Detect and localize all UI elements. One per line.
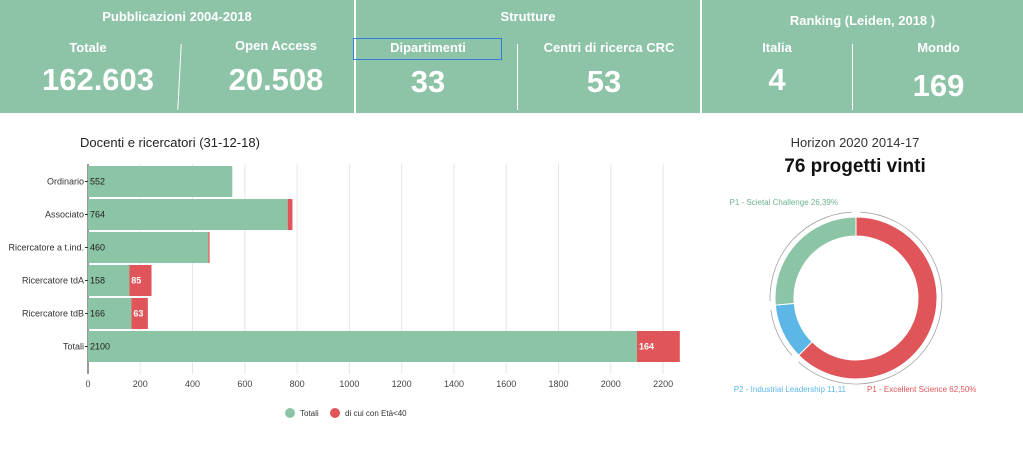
bar-segment — [88, 331, 637, 362]
x-tick-label: 0 — [85, 379, 90, 389]
selection-box — [353, 38, 502, 60]
y-category-label: Ordinario — [47, 177, 84, 187]
slice-label: P2 - Industrial Leadership 11,11 — [734, 385, 847, 394]
x-tick-label: 1800 — [549, 379, 569, 389]
slice-bracket — [770, 309, 793, 356]
data-label: 164 — [639, 342, 654, 352]
bar-segment — [636, 331, 680, 362]
data-label: 85 — [131, 276, 141, 286]
x-tick-label: 1000 — [339, 379, 359, 389]
donut-chart: P1 - Excellent Science 62,50% P2 - Indust… — [729, 198, 976, 394]
kpi-value-open-access: 20.508 — [228, 62, 324, 97]
bar-segment — [131, 298, 148, 329]
slice-bracket — [798, 211, 943, 385]
data-label: 166 — [90, 309, 105, 319]
data-label: 158 — [90, 276, 105, 286]
kpi-label-open-access: Open Access — [235, 38, 317, 53]
y-category-label: Ricercatore a t.ind. — [8, 243, 84, 253]
kpi-label-dipartimenti[interactable]: Dipartimenti — [390, 40, 466, 55]
bar-segment — [88, 298, 132, 329]
kpi-label-italia: Italia — [762, 40, 792, 55]
group-title-ranking: Ranking (Leiden, 2018 ) — [789, 13, 936, 28]
bar-segment — [129, 265, 152, 296]
donut-slice — [774, 216, 857, 306]
y-category-label: Totali — [63, 342, 84, 352]
data-label: 764 — [90, 210, 105, 220]
slice-label: P1 - Scietal Challenge 26,39% — [729, 198, 838, 207]
group-title-strutture: Strutture — [500, 9, 556, 24]
legend-swatch — [285, 408, 295, 418]
data-label: 552 — [90, 177, 105, 187]
kpi-value-italia: 4 — [768, 62, 786, 97]
kpi-value-totale: 162.603 — [41, 62, 155, 97]
x-tick-label: 600 — [237, 379, 252, 389]
x-tick-label: 1600 — [496, 379, 516, 389]
y-category-label: Associato — [45, 210, 84, 220]
data-label: 460 — [90, 243, 105, 253]
data-label: 63 — [133, 309, 143, 319]
legend-swatch — [330, 408, 340, 418]
bar-segment — [88, 166, 233, 197]
donut-slice — [798, 216, 938, 380]
kpi-value-centri-crc: 53 — [586, 64, 622, 99]
slice-bracket — [769, 211, 852, 302]
x-tick-label: 1200 — [392, 379, 412, 389]
x-tick-label: 800 — [290, 379, 305, 389]
x-tick-label: 200 — [133, 379, 148, 389]
legend-label: Totali — [300, 409, 319, 418]
donut-title: Horizon 2020 2014-17 — [790, 135, 920, 150]
kpi-divider — [517, 44, 518, 110]
y-category-label: Ricercatore tdB — [22, 309, 84, 319]
bar-segment — [208, 232, 210, 263]
donut-slice — [774, 302, 813, 356]
x-tick-label: 1400 — [444, 379, 464, 389]
x-tick-label: 400 — [185, 379, 200, 389]
bar-chart-title: Docenti e ricercatori (31-12-18) — [80, 135, 260, 150]
x-tick-label: 2200 — [653, 379, 673, 389]
y-category-label: Ricercatore tdA — [22, 276, 84, 286]
bar-chart: 0 200 400 600 800 1000 1200 1400 1600 1800 2000 220… — [8, 164, 680, 418]
data-label: 2100 — [90, 342, 110, 352]
bar-segment — [287, 199, 293, 230]
kpi-label-totale: Totale — [69, 40, 107, 55]
bar-segment — [88, 232, 209, 263]
legend-label: di cui con Età<40 — [345, 409, 407, 418]
group-divider — [354, 0, 356, 113]
donut-subtitle: 76 progetti vinti — [784, 156, 926, 177]
kpi-label-mondo: Mondo — [917, 40, 960, 55]
x-tick-label: 2000 — [601, 379, 621, 389]
kpi-divider — [852, 44, 853, 110]
bar-segment — [88, 265, 130, 296]
slice-label: P1 - Excellent Science 62,50% — [867, 385, 976, 394]
kpi-value-dipartimenti: 33 — [410, 64, 446, 99]
kpi-banner: Pubblicazioni 2004-2018 Strutture Rankin… — [0, 0, 1023, 113]
group-title-pubblicazioni: Pubblicazioni 2004-2018 — [102, 9, 252, 24]
bar-segment — [88, 199, 288, 230]
kpi-label-centri-crc: Centri di ricerca CRC — [543, 40, 675, 55]
group-divider — [700, 0, 702, 113]
kpi-value-mondo: 169 — [912, 68, 965, 103]
